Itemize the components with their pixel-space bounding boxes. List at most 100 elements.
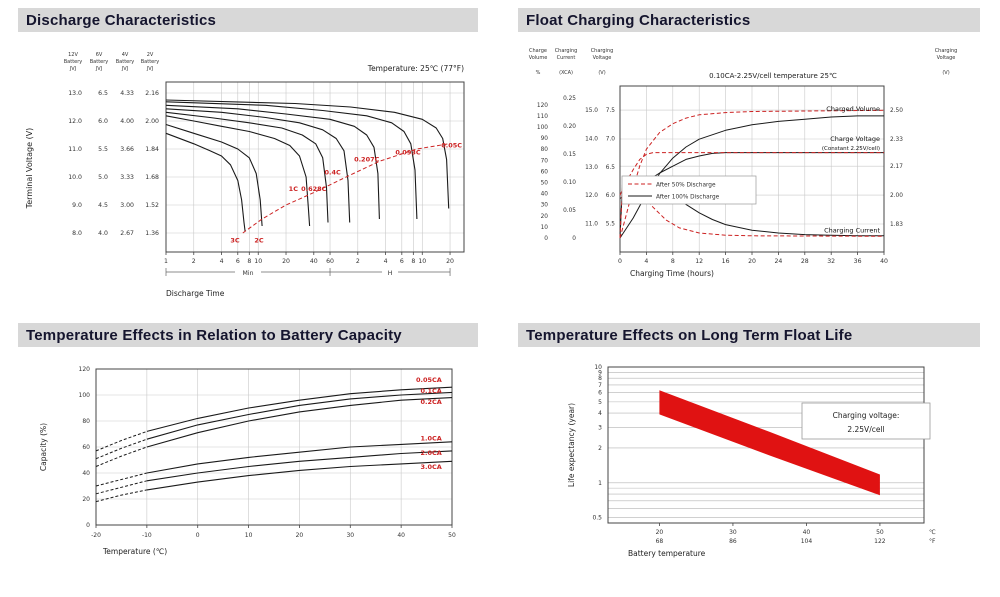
capacity-curve-0.1CA-dashed xyxy=(95,438,148,460)
svg-text:2.16: 2.16 xyxy=(145,90,159,97)
svg-text:28: 28 xyxy=(801,258,809,265)
curve-label: (Constant 2.25V/cell) xyxy=(822,146,880,152)
svg-text:13.0: 13.0 xyxy=(68,90,82,97)
svg-text:4V: 4V xyxy=(122,52,129,58)
discharge-section: Discharge Characteristics 1 2 4 6 8 10 20 40 60 2… xyxy=(18,8,478,318)
svg-text:0: 0 xyxy=(572,236,576,242)
svg-text:5.5: 5.5 xyxy=(98,146,108,153)
svg-text:(XCA): (XCA) xyxy=(559,70,573,76)
svg-text:122: 122 xyxy=(874,538,886,545)
svg-text:2.17: 2.17 xyxy=(890,164,903,170)
discharge-ylabel: Terminal Voltage (V) xyxy=(25,128,34,210)
svg-text:1.83: 1.83 xyxy=(890,222,903,228)
svg-text:0.20: 0.20 xyxy=(563,124,576,130)
svg-text:11.0: 11.0 xyxy=(585,221,598,227)
capacity-curve-0.2CA-dashed xyxy=(95,446,148,467)
svg-text:2: 2 xyxy=(356,258,360,265)
svg-text:1: 1 xyxy=(598,480,602,487)
svg-text:15.0: 15.0 xyxy=(585,108,598,114)
capacity-curve-0.05CA-dashed xyxy=(95,430,148,452)
curve-label-0.093C: 0.093C xyxy=(395,148,421,156)
svg-text:1: 1 xyxy=(164,258,168,265)
svg-text:7.0: 7.0 xyxy=(606,136,616,142)
svg-text:5.0: 5.0 xyxy=(98,174,108,181)
curve-label-2C: 2C xyxy=(254,237,264,245)
svg-text:100: 100 xyxy=(79,392,91,399)
svg-text:8: 8 xyxy=(247,258,251,265)
float-life-title: Temperature Effects on Long Term Float L… xyxy=(526,326,853,344)
float-xlabel: Charging Time (hours) xyxy=(630,269,714,278)
discharge-title: Discharge Characteristics xyxy=(26,11,217,29)
svg-text:2.33: 2.33 xyxy=(890,137,903,143)
curve-label: Charged Volume xyxy=(826,105,880,113)
svg-text:10: 10 xyxy=(541,225,549,231)
svg-text:6: 6 xyxy=(236,258,240,265)
svg-text:20: 20 xyxy=(446,258,454,265)
svg-text:10.0: 10.0 xyxy=(68,174,82,181)
svg-text:10: 10 xyxy=(594,364,602,371)
curve-label-0.2CA: 0.2CA xyxy=(421,398,442,406)
svg-text:36: 36 xyxy=(854,258,862,265)
legend-after-50: After 50% Discharge xyxy=(656,183,716,189)
capacity-curve-3.0CA xyxy=(146,460,453,491)
svg-text:10: 10 xyxy=(418,258,426,265)
curve-label-2.0CA: 2.0CA xyxy=(421,449,442,457)
svg-text:(V): (V) xyxy=(942,70,949,76)
svg-text:6: 6 xyxy=(598,390,602,397)
svg-text:120: 120 xyxy=(79,366,91,373)
svg-text:3: 3 xyxy=(598,425,602,432)
float-condition-note: 0.10CA-2.25V/cell temperature 25℃ xyxy=(709,72,837,80)
svg-text:60: 60 xyxy=(326,258,334,265)
svg-text:0.15: 0.15 xyxy=(563,152,576,158)
svg-text:(V): (V) xyxy=(598,70,605,76)
capacity-curve-2.0CA xyxy=(146,450,453,482)
svg-text:16: 16 xyxy=(722,258,730,265)
capacity-xlabel: Temperature (℃) xyxy=(102,547,167,556)
svg-text:Charging: Charging xyxy=(555,48,578,54)
svg-text:Charge: Charge xyxy=(529,48,547,54)
discharge-title-bar: Discharge Characteristics xyxy=(18,8,478,32)
capacity-curve-0.2CA xyxy=(146,397,453,448)
svg-text:2: 2 xyxy=(598,445,602,452)
svg-text:50: 50 xyxy=(876,529,884,536)
svg-text:Volume: Volume xyxy=(529,55,548,61)
capacity-ylabel: Capacity (%) xyxy=(39,423,48,471)
svg-text:3.00: 3.00 xyxy=(120,202,134,209)
discharge-curve-0.207C xyxy=(165,104,380,220)
svg-text:40: 40 xyxy=(397,532,405,539)
svg-text:JVJ: JVJ xyxy=(121,66,128,72)
curve-label-0.05C: 0.05C xyxy=(441,141,462,149)
svg-text:JVJ: JVJ xyxy=(69,66,76,72)
svg-text:50: 50 xyxy=(541,181,549,187)
svg-text:24: 24 xyxy=(774,258,782,265)
curve-label-0.1CA: 0.1CA xyxy=(421,387,442,395)
svg-text:0.05: 0.05 xyxy=(563,208,576,214)
svg-text:90: 90 xyxy=(541,136,549,142)
svg-text:Charging: Charging xyxy=(591,48,614,54)
svg-text:4.0: 4.0 xyxy=(98,230,108,237)
svg-text:3.33: 3.33 xyxy=(120,174,134,181)
svg-text:100: 100 xyxy=(537,125,548,131)
capacity-curve-3.0CA-dashed xyxy=(95,489,147,503)
svg-text:10: 10 xyxy=(254,258,262,265)
svg-text:-10: -10 xyxy=(142,532,152,539)
svg-text:12.0: 12.0 xyxy=(585,193,598,199)
svg-text:20: 20 xyxy=(296,532,304,539)
float-charging-plot: 0 4 8 12 16 20 24 28 32 36 40 Charging Time (hours)… xyxy=(529,48,958,278)
svg-text:6.5: 6.5 xyxy=(98,90,108,97)
curve-label-0.05CA: 0.05CA xyxy=(416,376,442,384)
curve-label-3C: 3C xyxy=(230,237,240,245)
svg-text:2.67: 2.67 xyxy=(120,230,134,237)
svg-text:2.50: 2.50 xyxy=(890,108,903,114)
svg-text:4: 4 xyxy=(220,258,224,265)
float-charging-chart: 0 4 8 12 16 20 24 28 32 36 40 Charging Time (hours)… xyxy=(529,48,958,278)
curve-label-0.207C: 0.207C xyxy=(354,155,380,163)
svg-text:40: 40 xyxy=(803,529,811,536)
svg-text:80: 80 xyxy=(541,147,549,153)
svg-text:20: 20 xyxy=(541,214,549,220)
svg-text:13.0: 13.0 xyxy=(585,165,598,171)
svg-text:12.0: 12.0 xyxy=(68,118,82,125)
svg-text:Charging voltage:: Charging voltage: xyxy=(833,411,900,420)
